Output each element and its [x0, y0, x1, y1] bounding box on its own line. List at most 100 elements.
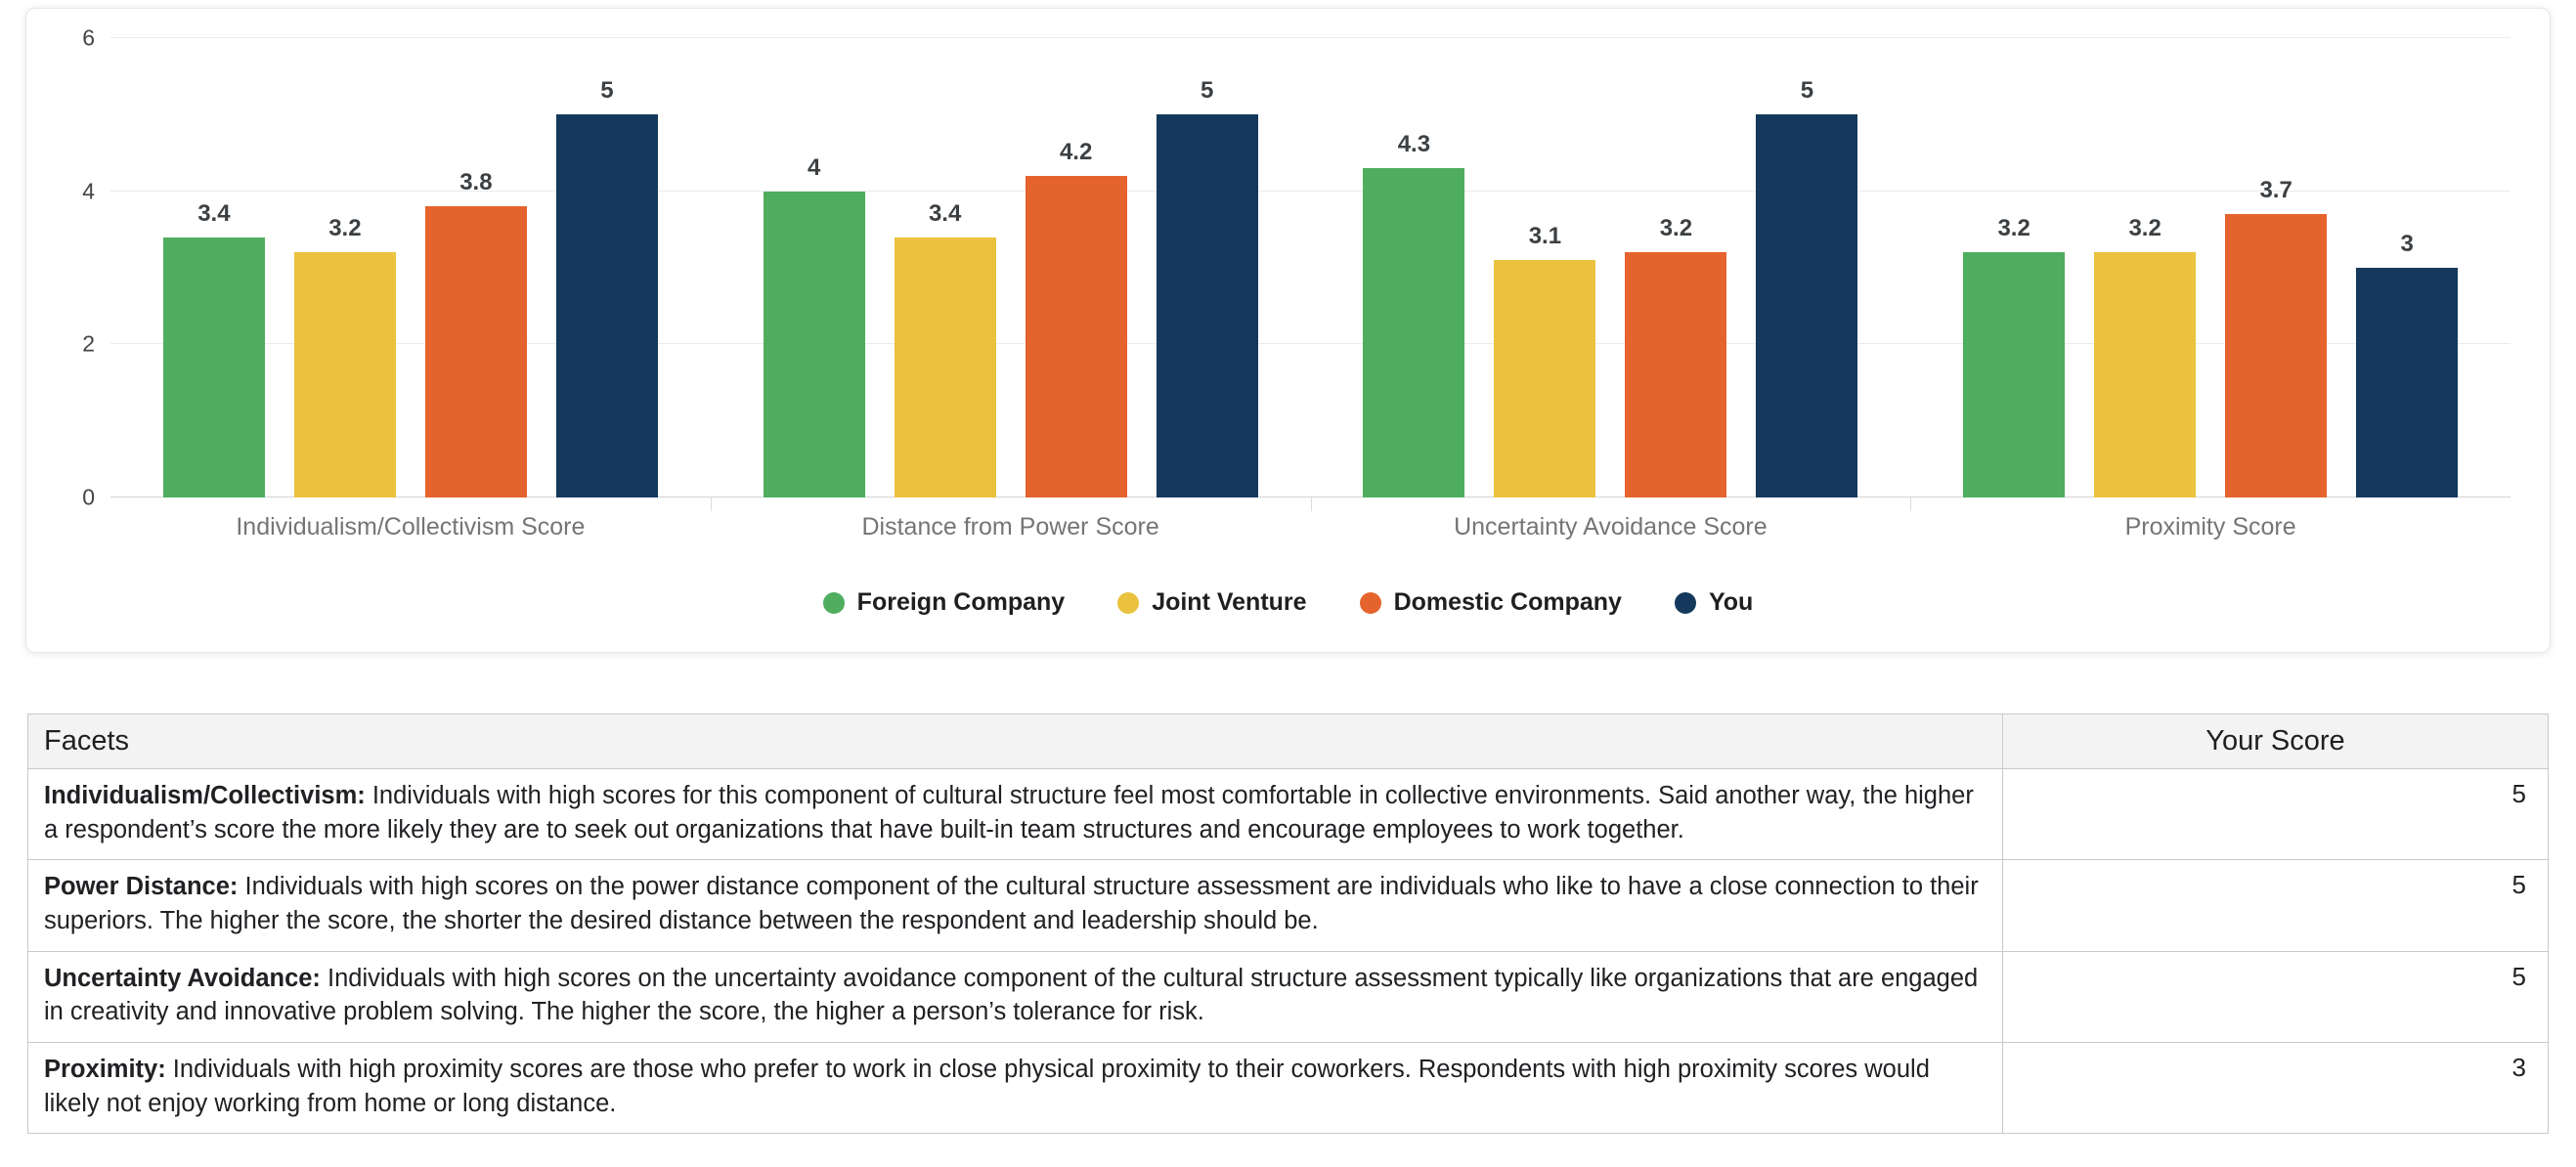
bar-value-label: 3.2: [1659, 215, 1693, 242]
legend-label: Domestic Company: [1393, 588, 1622, 616]
bar: 5: [1756, 38, 1858, 497]
bar-group: 3.4 3.2 3.8 5: [110, 38, 711, 497]
legend-label: Foreign Company: [856, 588, 1066, 616]
legend-color-dot: [1117, 591, 1140, 614]
bar: 4: [763, 38, 865, 497]
bar-rect-foreign-company: [1963, 252, 2066, 497]
bar-rect-you: [1756, 114, 1858, 497]
bar: 3.4: [894, 38, 996, 497]
bar: 3.2: [1963, 38, 2066, 497]
bar: 4.2: [1025, 38, 1127, 497]
category-label: Distance from Power Score: [861, 513, 1159, 540]
facet-description: Individuals with high scores on the powe…: [44, 873, 1979, 935]
bar: 3: [2356, 38, 2459, 497]
facet-description: Individuals with high proximity scores a…: [44, 1056, 1930, 1117]
legend-color-dot: [1674, 591, 1696, 614]
gridline: [110, 190, 2511, 192]
bar-value-label: 5: [600, 77, 614, 105]
bar-value-label: 3.4: [928, 199, 962, 227]
bar-value-label: 3.2: [328, 215, 362, 242]
score-cell: 5: [2002, 767, 2549, 861]
category-separator-tick: [1910, 497, 1912, 511]
bar-rect-joint-venture: [293, 252, 396, 497]
bar-rect-domestic-company: [2225, 214, 2328, 497]
x-axis-labels: Individualism/Collectivism Score Distance…: [110, 513, 2511, 541]
facets-table-body: Individualism/Collectivism: Individuals …: [27, 767, 2549, 1135]
bar-value-label: 3.2: [1997, 215, 2030, 242]
table-row: Uncertainty Avoidance: Individuals with …: [27, 950, 2549, 1044]
chart-legend: Foreign Company Joint Venture Domestic Com…: [65, 588, 2511, 617]
your-score-column-header: Your Score: [2002, 713, 2549, 769]
y-tick-label: 2: [82, 330, 95, 357]
category-separator-tick: [710, 497, 712, 511]
bar-rect-foreign-company: [763, 191, 865, 497]
bar-rect-you: [555, 114, 658, 497]
legend-item: You: [1674, 588, 1754, 617]
bar-group: 3.2 3.2 3.7 3: [1910, 38, 2511, 497]
bar-rect-joint-venture: [894, 237, 996, 497]
legend-color-dot: [822, 591, 845, 614]
category-separator-tick: [1310, 497, 1312, 511]
bar-value-label: 4.2: [1059, 139, 1093, 165]
bar-rect-you: [1156, 114, 1258, 497]
facets-table: Facets Your Score Individualism/Collecti…: [27, 713, 2549, 1135]
bar: 3.8: [424, 38, 527, 497]
facets-column-header: Facets: [27, 713, 2003, 769]
plot-area: 3.4 3.2 3.8 5 4 3.4 4.2 5 4.3 3.1 3.2 5 3.2 3.2 3.7 3: [110, 37, 2511, 511]
legend-item: Joint Venture: [1117, 588, 1307, 617]
table-row: Proximity: Individuals with high proximi…: [27, 1042, 2549, 1135]
y-tick-label: 6: [82, 24, 95, 51]
category-label: Individualism/Collectivism Score: [236, 513, 586, 540]
bar: 5: [1156, 38, 1258, 497]
bar: 3.1: [1494, 38, 1596, 497]
bar-rect-domestic-company: [1025, 176, 1127, 497]
table-row: Power Distance: Individuals with high sc…: [27, 859, 2549, 952]
gridline: [110, 343, 2511, 345]
facet-name: Uncertainty Avoidance:: [44, 964, 328, 992]
bar-value-label: 3.7: [2259, 177, 2292, 204]
legend-color-dot: [1359, 591, 1381, 614]
facet-name: Proximity:: [44, 1056, 173, 1084]
bar: 3.2: [293, 38, 396, 497]
score-cell: 5: [2002, 950, 2549, 1044]
gridline: [110, 37, 2511, 38]
bar-value-label: 3.4: [197, 199, 231, 227]
table-row: Individualism/Collectivism: Individuals …: [27, 767, 2549, 861]
bar: 3.2: [2094, 38, 2197, 497]
bar-value-label: 3: [2400, 231, 2414, 257]
bar: 3.7: [2225, 38, 2328, 497]
bar-value-label: 3.8: [459, 169, 493, 196]
bar: 5: [555, 38, 658, 497]
bar-rect-foreign-company: [1363, 168, 1465, 497]
bar: 3.4: [162, 38, 265, 497]
facet-cell: Individualism/Collectivism: Individuals …: [27, 767, 2003, 861]
facet-cell: Proximity: Individuals with high proximi…: [27, 1042, 2003, 1135]
bar-group: 4 3.4 4.2 5: [711, 38, 1311, 497]
score-cell: 3: [2002, 1042, 2549, 1135]
bar-value-label: 3.1: [1528, 223, 1562, 250]
y-tick-label: 4: [82, 178, 95, 204]
bar: 3.2: [1625, 38, 1727, 497]
bar-value-label: 5: [1200, 77, 1214, 105]
bar-rect-joint-venture: [1494, 260, 1596, 497]
facets-table-head: Facets Your Score: [27, 713, 2549, 769]
bar-groups: 3.4 3.2 3.8 5 4 3.4 4.2 5 4.3 3.1 3.2 5 3.2 3.2 3.7 3: [110, 38, 2511, 497]
bar-value-label: 3.2: [2128, 215, 2161, 242]
legend-item: Domestic Company: [1359, 588, 1622, 617]
legend-label: You: [1708, 588, 1754, 616]
legend-label: Joint Venture: [1152, 588, 1307, 616]
bar-rect-domestic-company: [424, 206, 527, 497]
y-axis: 0 2 4 6: [65, 25, 110, 510]
legend-item: Foreign Company: [822, 588, 1066, 617]
bar-rect-joint-venture: [2094, 252, 2197, 497]
facet-cell: Power Distance: Individuals with high sc…: [27, 859, 2003, 952]
category-label: Uncertainty Avoidance Score: [1454, 513, 1768, 540]
facet-description: Individuals with high scores on the unce…: [44, 964, 1979, 1026]
bar: 4.3: [1363, 38, 1465, 497]
facet-description: Individuals with high scores for this co…: [44, 782, 1974, 843]
category-label: Proximity Score: [2124, 513, 2296, 540]
facet-name: Individualism/Collectivism:: [44, 782, 372, 809]
y-tick-label: 0: [82, 484, 95, 510]
